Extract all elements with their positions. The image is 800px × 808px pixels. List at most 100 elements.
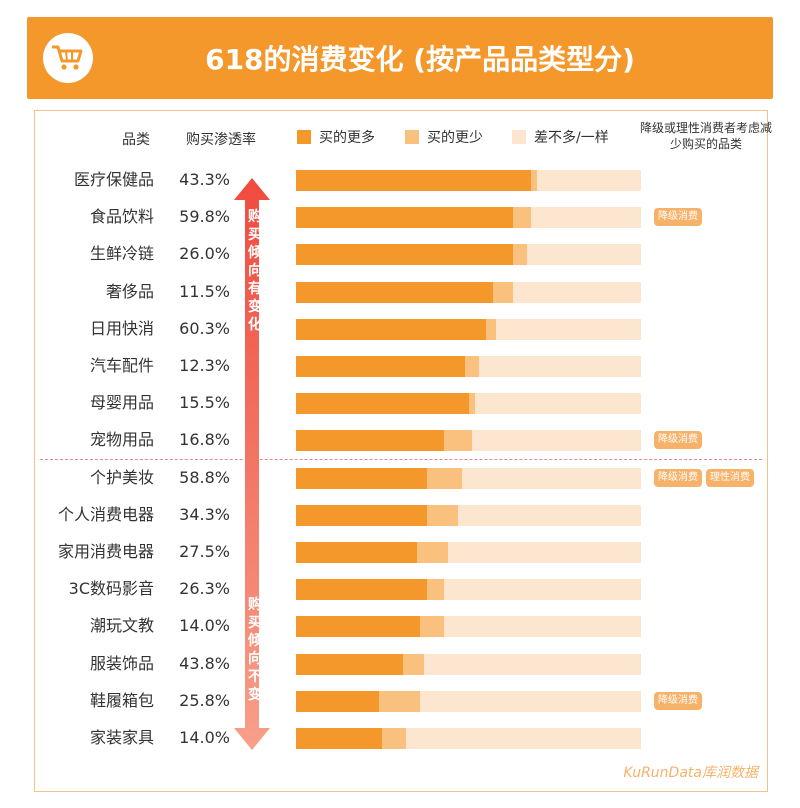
bar-segment-same bbox=[530, 207, 641, 229]
bar-segment-more bbox=[296, 690, 379, 712]
group-divider bbox=[40, 459, 762, 460]
downgrade-tag: 降级消费 bbox=[654, 431, 702, 450]
shopping-cart-icon bbox=[52, 45, 83, 70]
bar-segment-same bbox=[447, 542, 641, 563]
stacked-bar bbox=[296, 467, 641, 489]
arrow-char: 买 bbox=[248, 615, 262, 631]
trend-arrow bbox=[234, 178, 270, 750]
category-label: 个人消费电器 bbox=[57, 504, 154, 524]
stacked-bar bbox=[296, 690, 641, 712]
downgrade-tag: 降级消费 bbox=[654, 208, 702, 227]
category-label: 生鲜冷链 bbox=[89, 244, 154, 264]
category-label: 鞋履箱包 bbox=[89, 690, 154, 710]
penetration-rate-label: 25.8% bbox=[179, 690, 230, 710]
penetration-rate-label: 15.5% bbox=[179, 393, 230, 413]
penetration-rate-label: 26.3% bbox=[179, 579, 230, 599]
stacked-bar bbox=[296, 318, 641, 340]
chart-title: 618的消费变化 (按产品品类型分) bbox=[205, 43, 635, 76]
bar-segment-same bbox=[458, 504, 641, 526]
bar-segment-same bbox=[537, 170, 641, 191]
stacked-bar bbox=[296, 281, 641, 303]
stacked-bar bbox=[296, 207, 641, 229]
category-label: 个护美妆 bbox=[89, 467, 154, 487]
stacked-bar bbox=[296, 653, 641, 675]
title-banner bbox=[27, 17, 773, 99]
stacked-bar bbox=[296, 170, 641, 191]
category-label: 母婴用品 bbox=[89, 393, 154, 413]
category-label: 食品饮料 bbox=[89, 207, 154, 227]
penetration-rate-label: 59.8% bbox=[179, 207, 230, 227]
stacked-bar bbox=[296, 430, 641, 452]
category-label: 服装饰品 bbox=[89, 653, 154, 673]
arrow-char: 变 bbox=[248, 687, 262, 703]
stacked-bar bbox=[296, 728, 641, 749]
arrow-char: 向 bbox=[248, 651, 262, 667]
category-label: 奢侈品 bbox=[105, 281, 154, 301]
stacked-bar bbox=[296, 542, 641, 563]
bar-segment-more bbox=[296, 579, 428, 601]
arrow-char: 倾 bbox=[248, 245, 262, 261]
category-label: 汽车配件 bbox=[89, 356, 154, 375]
bar-segment-same bbox=[471, 430, 641, 452]
bar-segment-less bbox=[513, 207, 531, 229]
downgrade-tag: 降级消费 bbox=[654, 468, 702, 487]
bar-segment-more bbox=[296, 430, 445, 452]
bar-segment-less bbox=[420, 616, 445, 638]
bar-segment-more bbox=[296, 170, 531, 191]
side-column-header: 降级或理性消费者考虑减少购买的品类 bbox=[640, 121, 773, 151]
legend-item-same: 差不多/一样 bbox=[512, 126, 609, 148]
bar-segment-same bbox=[513, 281, 641, 303]
arrow-char: 化 bbox=[248, 317, 262, 333]
bar-segment-more bbox=[296, 318, 486, 340]
category-label: 家用消费电器 bbox=[57, 542, 154, 561]
category-label: 宠物用品 bbox=[89, 430, 154, 450]
penetration-rate-label: 12.3% bbox=[179, 356, 230, 375]
arrow-char: 有 bbox=[248, 281, 262, 297]
bar-segment-less bbox=[465, 356, 479, 377]
arrow-char: 购 bbox=[248, 597, 262, 613]
penetration-rate-label: 43.8% bbox=[179, 653, 230, 673]
bar-segment-more bbox=[296, 542, 417, 563]
penetration-rate-label: 27.5% bbox=[179, 542, 230, 561]
penetration-rate-label: 16.8% bbox=[179, 430, 230, 450]
watermark: KuRunData库润数据 bbox=[623, 765, 758, 781]
arrow-label-bottom: 购买倾向不变 bbox=[246, 596, 264, 704]
bar-segment-less bbox=[444, 430, 472, 452]
rate-column-header: 购买渗透率 bbox=[186, 132, 256, 148]
stacked-bar bbox=[296, 504, 641, 526]
legend-label: 差不多/一样 bbox=[534, 130, 609, 146]
penetration-rate-label: 11.5% bbox=[179, 281, 230, 301]
bar-segment-same bbox=[420, 690, 641, 712]
stacked-bar bbox=[296, 244, 641, 266]
legend-swatch bbox=[512, 130, 526, 144]
penetration-rate-label: 14.0% bbox=[179, 728, 230, 747]
bar-segment-less bbox=[402, 653, 424, 675]
legend-label: 买的更少 bbox=[427, 130, 483, 146]
bar-segment-more bbox=[296, 393, 469, 415]
bar-segment-less bbox=[427, 579, 445, 601]
arrow-char: 购 bbox=[248, 209, 262, 225]
bar-segment-same bbox=[475, 393, 641, 415]
category-label: 3C数码影音 bbox=[68, 579, 154, 599]
arrow-char: 买 bbox=[248, 227, 262, 243]
bar-segment-same bbox=[478, 356, 641, 377]
bar-segment-more bbox=[296, 207, 514, 229]
legend-swatch bbox=[297, 130, 311, 144]
stacked-bar bbox=[296, 356, 641, 377]
bar-segment-less bbox=[492, 281, 514, 303]
stacked-bar bbox=[296, 616, 641, 638]
penetration-rate-label: 60.3% bbox=[179, 318, 230, 338]
penetration-rate-label: 14.0% bbox=[179, 616, 230, 636]
bar-segment-more bbox=[296, 244, 514, 266]
arrow-char: 倾 bbox=[248, 633, 262, 649]
bar-segment-less bbox=[427, 504, 459, 526]
bar-segment-less bbox=[530, 170, 538, 191]
category-label: 日用快消 bbox=[89, 318, 154, 338]
bar-segment-more bbox=[296, 616, 421, 638]
penetration-rate-label: 58.8% bbox=[179, 467, 230, 487]
bar-segment-more bbox=[296, 467, 428, 489]
penetration-rate-label: 26.0% bbox=[179, 244, 230, 264]
legend-item-less: 买的更少 bbox=[405, 126, 483, 148]
bar-segment-more bbox=[296, 728, 383, 749]
legend-item-more: 买的更多 bbox=[297, 126, 375, 148]
